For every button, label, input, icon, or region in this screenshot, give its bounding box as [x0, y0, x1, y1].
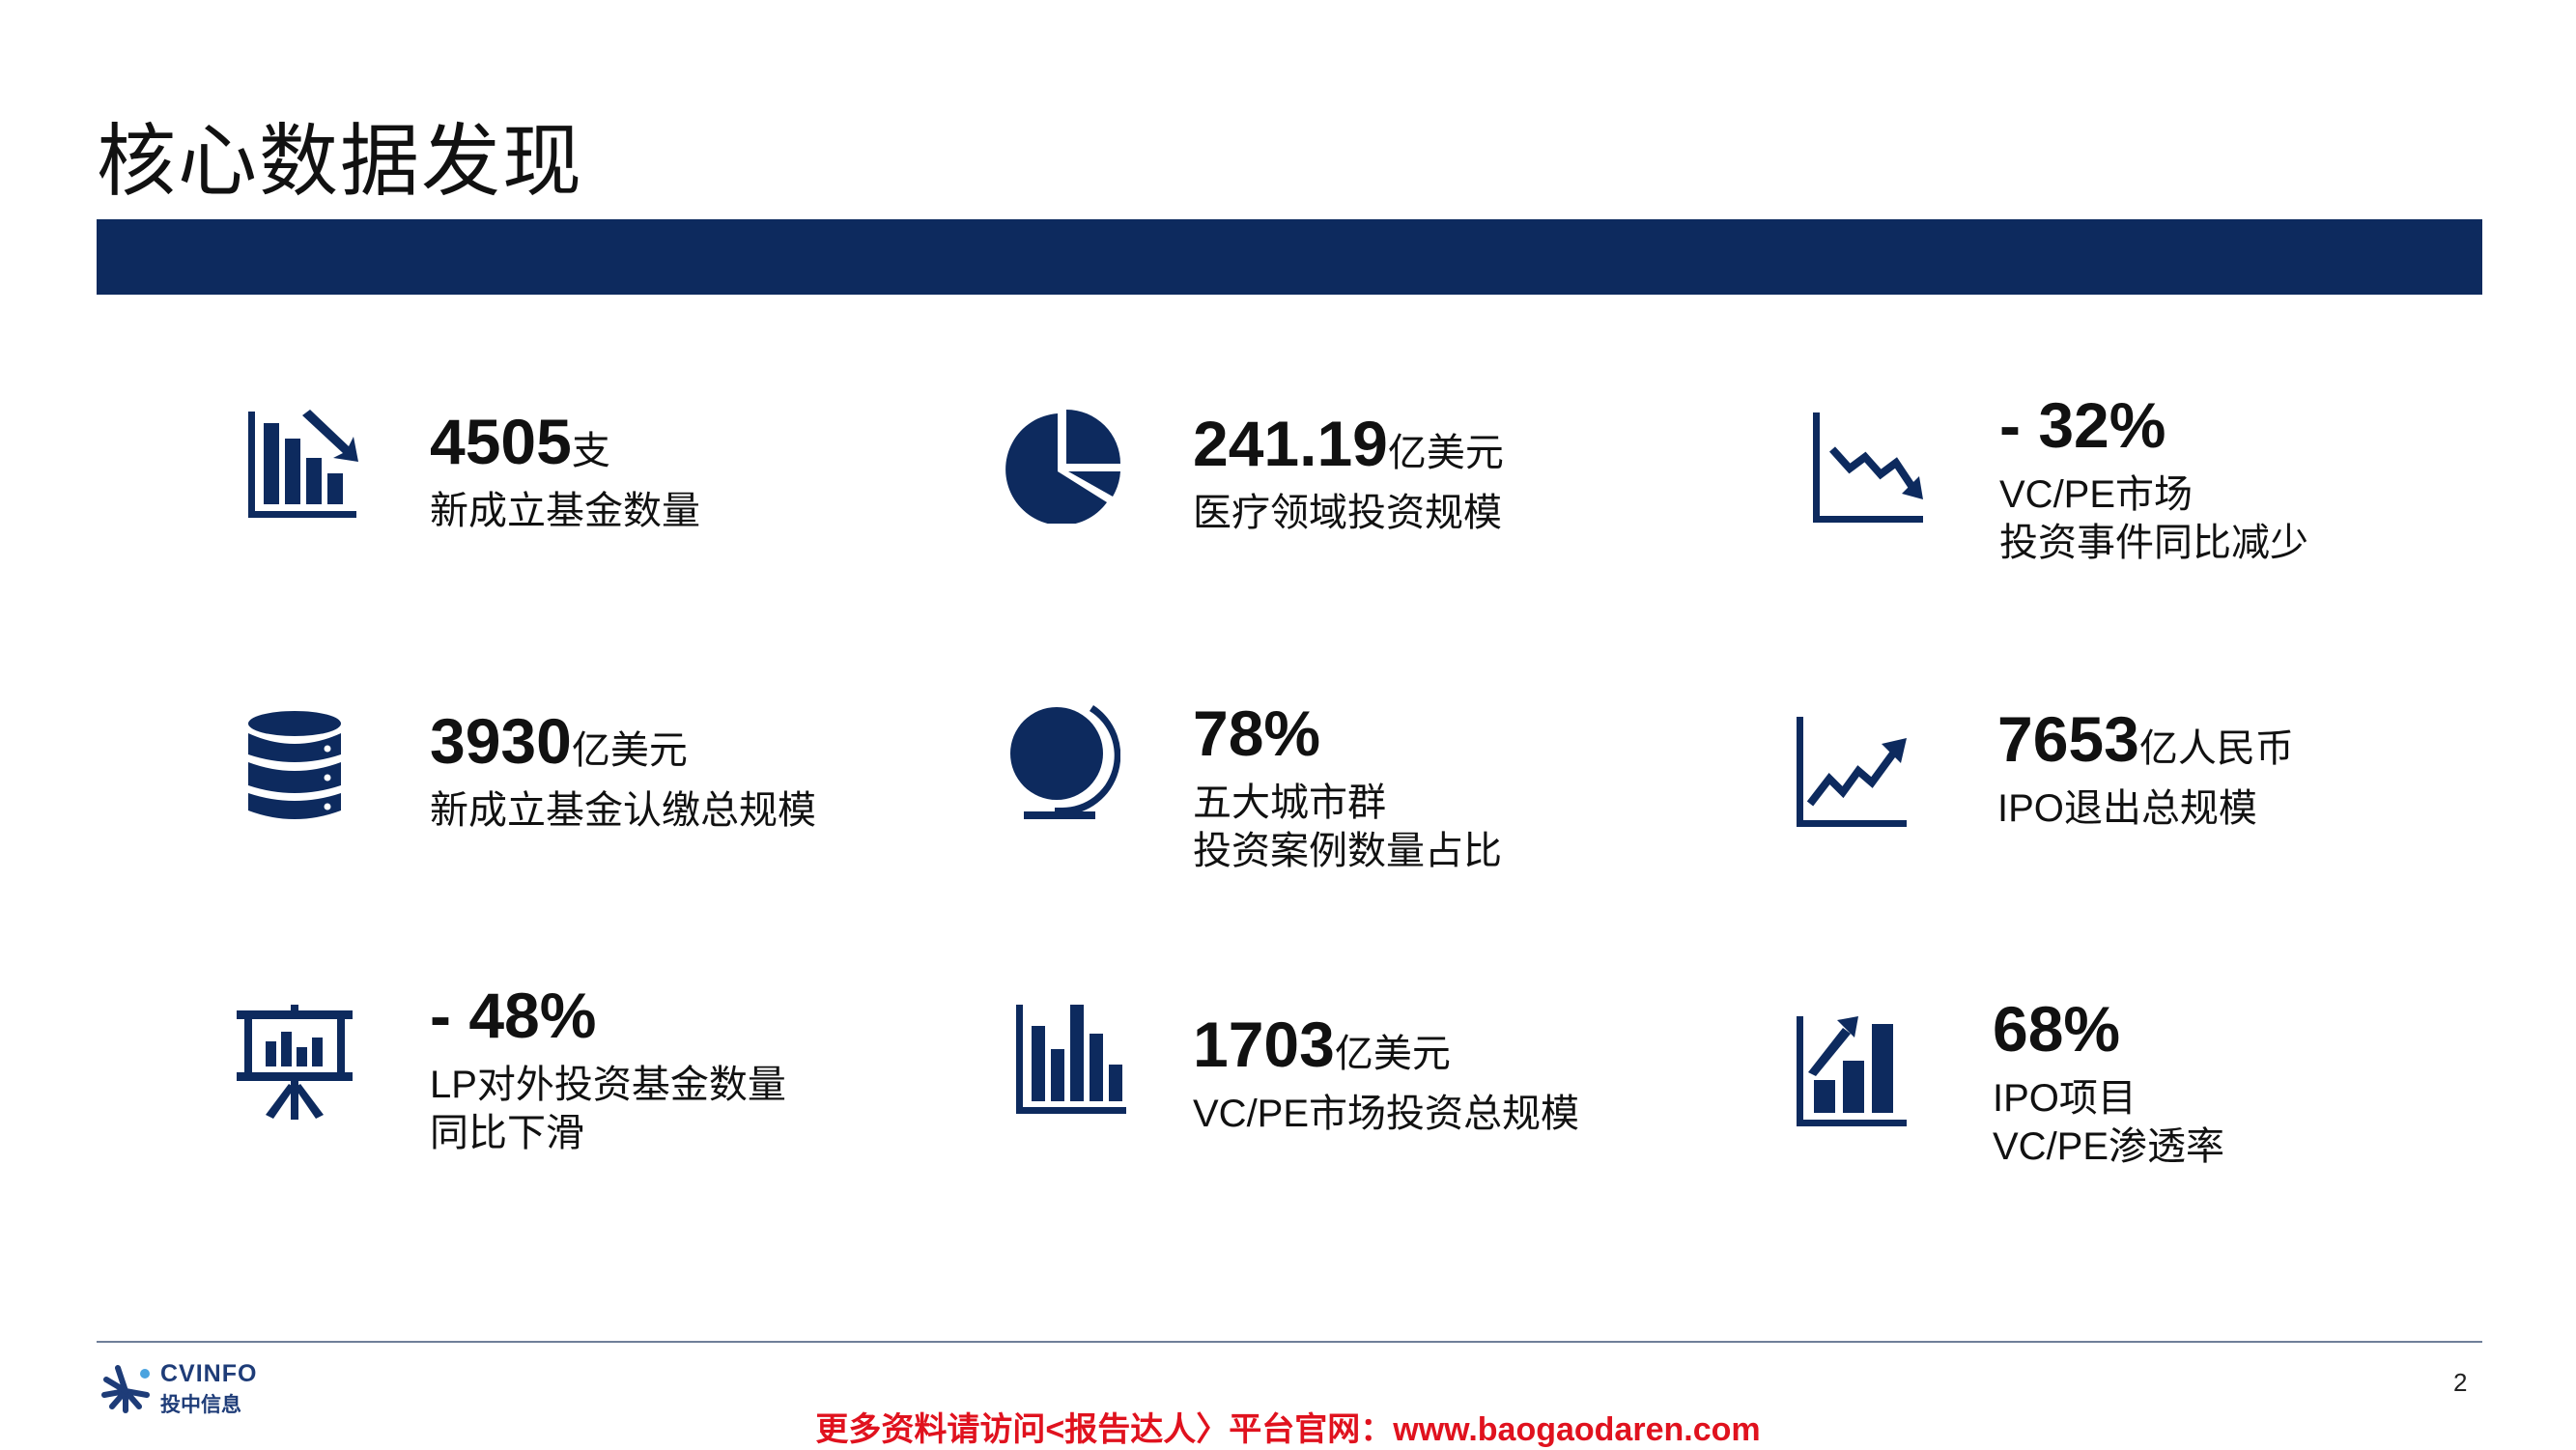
bar-chart-up-arrow-icon: [1795, 1014, 1911, 1130]
stat-description: 新成立基金认缴总规模: [430, 789, 816, 832]
logo-text-zh: 投中信息: [160, 1394, 241, 1416]
stat-number: 3930亿美元: [430, 705, 688, 777]
pie-chart-icon: [1005, 408, 1120, 524]
stat-description-2: 同比下滑: [430, 1112, 584, 1154]
footer-divider: [97, 1341, 2482, 1343]
page-title: 核心数据发现: [97, 118, 584, 206]
stat-number: 4505支: [430, 406, 610, 477]
stat-description: VC/PE市场投资总规模: [1193, 1093, 1580, 1135]
line-chart-down-icon: [1811, 411, 1927, 526]
stat-number: 7653亿人民币: [1997, 703, 2294, 775]
stat-description: 五大城市群: [1193, 782, 1386, 824]
stat-unit: 支: [571, 430, 610, 472]
stat-number: - 32%: [1999, 389, 2166, 461]
stat-description: LP对外投资基金数量: [430, 1064, 786, 1106]
watermark-link-text[interactable]: 更多资料请访问<报告达人〉平台官网：www.baogaodaren.com: [815, 1411, 1761, 1448]
stat-description: 医疗领域投资规模: [1193, 492, 1502, 534]
stat-description: VC/PE市场: [1999, 473, 2194, 516]
stat-description: IPO退出总规模: [1997, 787, 2257, 830]
stat-number: 241.19亿美元: [1193, 408, 1504, 479]
stat-unit: 亿美元: [1334, 1033, 1451, 1075]
stat-unit: 亿美元: [571, 729, 688, 772]
title-banner: [97, 219, 2482, 295]
stat-description-2: 投资事件同比减少: [1999, 522, 2308, 564]
stat-unit: 亿人民币: [2138, 727, 2294, 770]
stat-number: 68%: [1993, 993, 2121, 1065]
logo-text-en: CVINFO: [160, 1360, 258, 1387]
stat-description-2: 投资案例数量占比: [1193, 830, 1502, 872]
bar-chart-down-arrow-icon: [246, 406, 362, 522]
stat-unit: 亿美元: [1387, 432, 1504, 474]
presentation-board-icon: [237, 1005, 353, 1121]
stat-description: 新成立基金数量: [430, 490, 700, 532]
cvinfo-logo-icon: [101, 1365, 150, 1413]
stat-number: 1703亿美元: [1193, 1009, 1451, 1080]
stat-number: 78%: [1193, 697, 1321, 769]
database-icon: [246, 710, 362, 826]
stat-number: - 48%: [430, 980, 597, 1051]
stat-description: IPO项目: [1993, 1077, 2137, 1120]
globe-icon: [1005, 703, 1120, 819]
line-chart-up-icon: [1795, 715, 1911, 831]
page-number: 2: [2453, 1368, 2468, 1397]
cvinfo-logo: CVINFO 投中信息: [97, 1358, 290, 1416]
bar-chart-icon: [1014, 1005, 1130, 1121]
stat-description-2: VC/PE渗透率: [1993, 1125, 2225, 1168]
